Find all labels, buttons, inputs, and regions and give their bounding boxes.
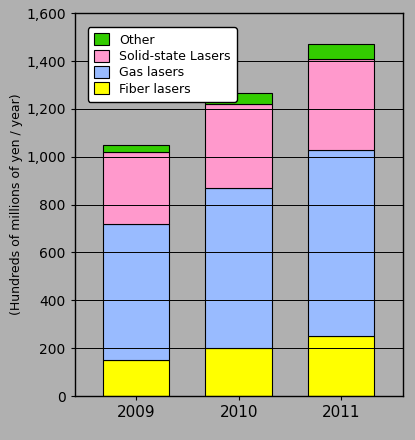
Bar bbox=[205, 188, 272, 348]
Bar bbox=[205, 348, 272, 396]
Bar bbox=[103, 224, 169, 360]
Bar bbox=[308, 44, 374, 59]
Bar bbox=[103, 152, 169, 224]
Bar bbox=[205, 93, 272, 104]
Legend: Other, Solid-state Lasers, Gas lasers, Fiber lasers: Other, Solid-state Lasers, Gas lasers, F… bbox=[88, 27, 237, 102]
Bar bbox=[308, 59, 374, 150]
Bar bbox=[103, 145, 169, 152]
Bar bbox=[205, 104, 272, 188]
Bar bbox=[308, 150, 374, 336]
Bar bbox=[103, 360, 169, 396]
Y-axis label: (Hundreds of millions of yen / year): (Hundreds of millions of yen / year) bbox=[10, 94, 23, 315]
Bar bbox=[308, 336, 374, 396]
